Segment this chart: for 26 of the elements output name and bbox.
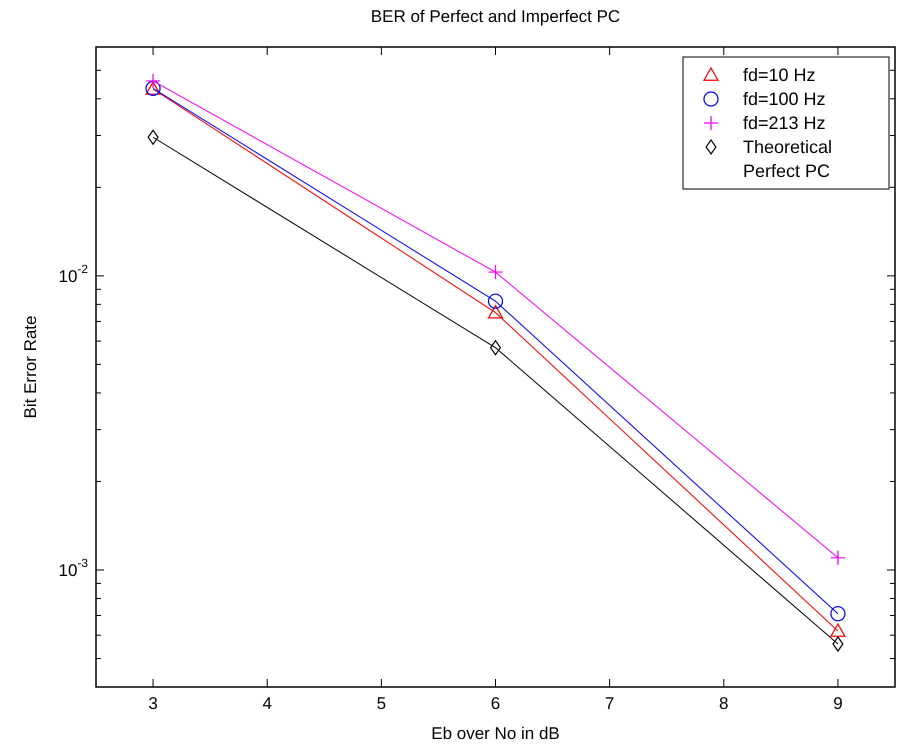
point <box>830 550 846 566</box>
x-tick-label: 7 <box>604 694 614 713</box>
x-tick-label: 6 <box>490 694 500 713</box>
y-tick-label: 10$^{-2}$ <box>58 262 88 286</box>
point <box>488 294 504 309</box>
x-tick-label: 4 <box>262 694 272 713</box>
x-tick-label: 3 <box>148 694 158 713</box>
legend-label: fd=213 Hz <box>743 113 826 133</box>
point <box>490 340 501 356</box>
point <box>148 130 159 145</box>
y-axis-title: Bit Error Rate <box>21 316 40 418</box>
legend-label: fd=100 Hz <box>743 89 826 109</box>
point <box>145 73 161 89</box>
point <box>488 264 504 280</box>
x-tick-label: 8 <box>719 694 729 713</box>
point <box>488 305 504 318</box>
x-tick-label: 5 <box>376 694 386 713</box>
y-tick-label: 10$^{-3}$ <box>58 556 88 580</box>
legend-label: Theoretical Perfect PC <box>743 137 832 181</box>
legend-label: fd=10 Hz <box>743 65 816 85</box>
point <box>830 623 846 637</box>
x-axis-title: Eb over No in dB <box>431 724 560 743</box>
chart-title: BER of Perfect and Imperfect PC <box>370 7 620 26</box>
x-tick-label: 9 <box>833 694 843 713</box>
point <box>832 636 844 652</box>
point <box>830 606 846 622</box>
